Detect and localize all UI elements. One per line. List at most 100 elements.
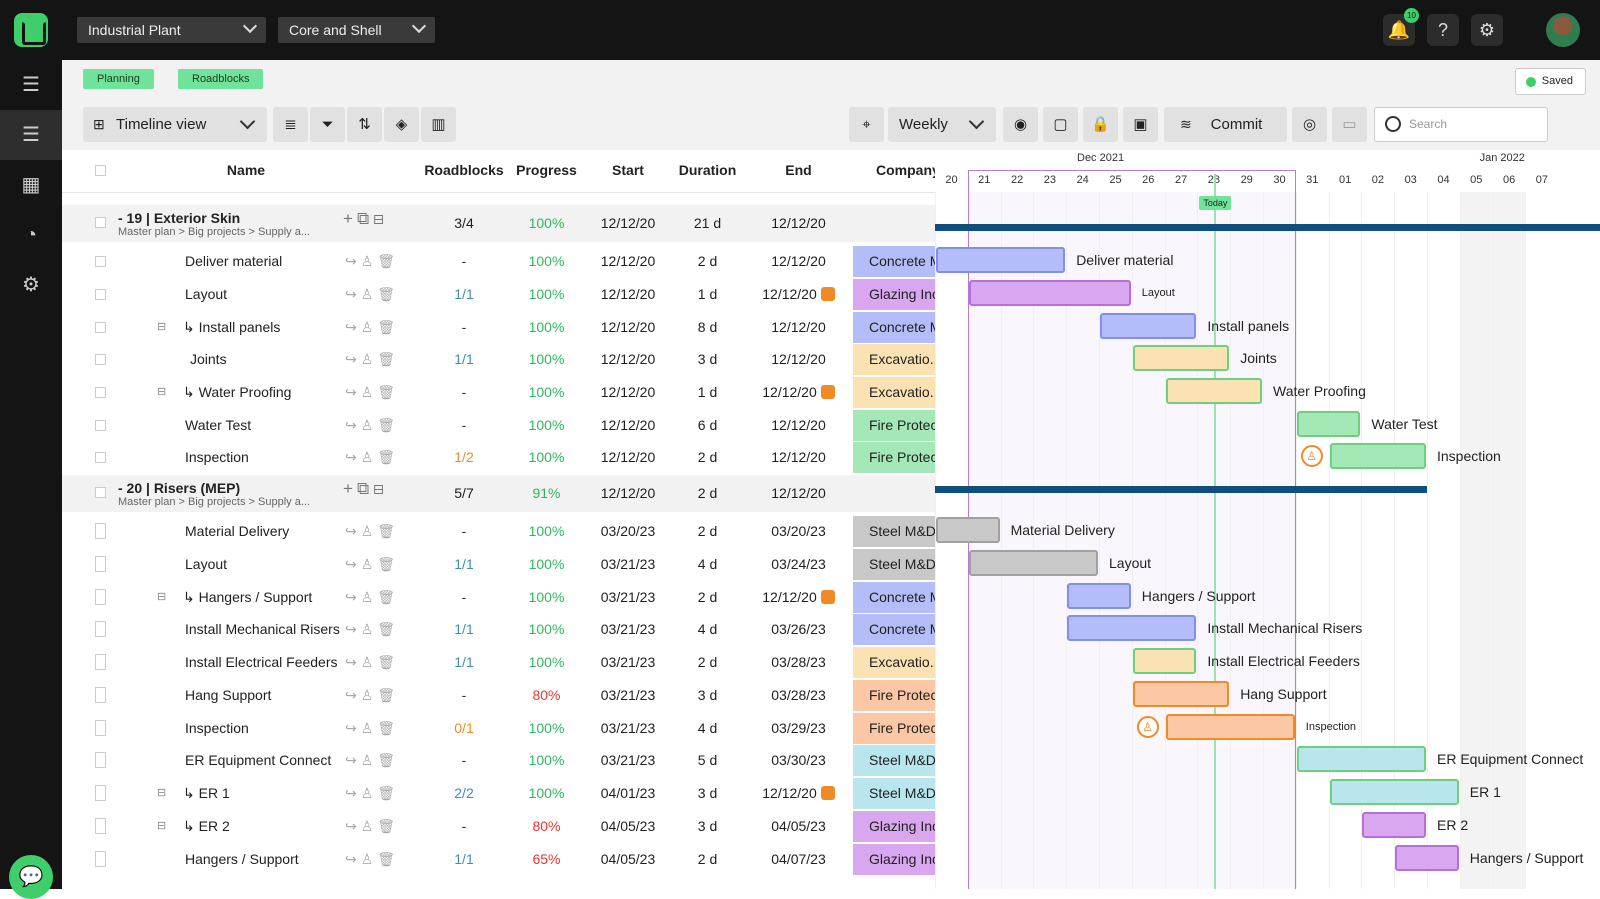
- start-date[interactable]: 03/21/23: [600, 720, 656, 736]
- task-bar[interactable]: [1362, 812, 1426, 838]
- end-date[interactable]: 03/28/23: [744, 646, 853, 679]
- company-cell[interactable]: Excavatio...: [853, 377, 935, 408]
- row-checkbox[interactable]: [95, 354, 106, 365]
- dependency-icon[interactable]: ↪: [345, 556, 361, 572]
- end-date[interactable]: 12/12/20: [744, 311, 853, 344]
- table-row[interactable]: ⊟ ↳ ER 2 ↪♙🗑 - 80% 04/05/23 3 d 04/05/23 Glazing…: [62, 810, 935, 843]
- trash-icon[interactable]: 🗑: [377, 556, 400, 572]
- person-icon[interactable]: ♙: [360, 523, 378, 539]
- roadblock-marker-icon[interactable]: ♙: [1136, 716, 1159, 738]
- end-date[interactable]: 12/12/20: [744, 409, 853, 442]
- task-name[interactable]: ER Equipment Connect: [185, 752, 332, 768]
- dependency-icon[interactable]: ↪: [345, 319, 361, 335]
- filter-icon[interactable]: ⏷: [310, 107, 345, 142]
- palette-icon[interactable]: ◉: [1003, 107, 1038, 142]
- duration-value[interactable]: 5 d: [697, 752, 718, 768]
- roadblocks-value[interactable]: 1/1: [454, 351, 474, 367]
- calendar-icon[interactable]: ⊟: [373, 479, 388, 498]
- group-row[interactable]: - 19 | Exterior Skin Master plan > Big pr…: [62, 205, 935, 242]
- start-date[interactable]: 03/21/23: [600, 687, 656, 703]
- person-icon[interactable]: ♙: [360, 621, 378, 637]
- end-date[interactable]: 12/12/20: [744, 581, 853, 614]
- start-date[interactable]: 12/12/20: [600, 449, 656, 465]
- dependency-icon[interactable]: ↪: [345, 449, 361, 465]
- row-checkbox[interactable]: [95, 523, 106, 539]
- task-name[interactable]: Hangers / Support: [185, 851, 299, 867]
- start-date[interactable]: 03/21/23: [600, 589, 656, 605]
- person-icon[interactable]: ♙: [360, 286, 378, 302]
- col-roadblocks[interactable]: Roadblocks: [424, 162, 504, 178]
- trash-icon[interactable]: 🗑: [377, 449, 400, 465]
- task-name[interactable]: ↳ Install panels: [183, 319, 281, 335]
- start-date[interactable]: 03/20/23: [600, 523, 656, 539]
- task-name[interactable]: Layout: [185, 286, 228, 302]
- task-name[interactable]: ↳ ER 1: [183, 785, 230, 801]
- dependency-icon[interactable]: ↪: [345, 785, 361, 801]
- task-bar[interactable]: [968, 280, 1131, 306]
- location-pin-icon[interactable]: ⌖: [849, 107, 884, 142]
- duration-value[interactable]: 2 d: [697, 654, 718, 670]
- roadblocks-value[interactable]: 1/1: [454, 556, 474, 572]
- task-name[interactable]: Joints: [190, 351, 227, 367]
- company-cell[interactable]: Concrete M: [853, 582, 935, 613]
- table-row[interactable]: Layout ↪♙🗑 1/1 100% 12/12/20 1 d 12/12/20 Glazi…: [62, 278, 935, 311]
- person-icon[interactable]: ♙: [360, 654, 378, 670]
- trash-icon[interactable]: 🗑: [377, 621, 400, 637]
- lock-icon[interactable]: 🔒: [1083, 107, 1118, 142]
- task-name[interactable]: Install Electrical Feeders: [185, 654, 338, 670]
- end-date[interactable]: 03/26/23: [744, 613, 853, 646]
- roadblocks-value[interactable]: 1/1: [454, 851, 474, 867]
- scope-dropdown[interactable]: Core and Shell: [278, 17, 435, 43]
- start-date[interactable]: 03/21/23: [600, 556, 656, 572]
- dependency-icon[interactable]: ↪: [345, 286, 361, 302]
- end-date[interactable]: 03/28/23: [744, 679, 853, 712]
- company-cell[interactable]: Excavatio...: [853, 647, 935, 678]
- tab-roadblocks[interactable]: Roadblocks: [178, 69, 264, 89]
- table-row[interactable]: Joints ↪♙🗑 1/1 100% 12/12/20 3 d 12/12/20 Excav…: [62, 343, 935, 376]
- dependency-icon[interactable]: ↪: [345, 851, 361, 867]
- roadblocks-value[interactable]: -: [461, 384, 467, 400]
- help-icon[interactable]: ?: [1427, 14, 1459, 46]
- table-row[interactable]: Hangers / Support ↪♙🗑 1/1 65% 04/05/23 2 d 04/…: [62, 843, 935, 876]
- roadblocks-value[interactable]: 1/1: [454, 654, 474, 670]
- expand-icon[interactable]: ⊟: [157, 386, 167, 398]
- end-date[interactable]: 12/12/20: [744, 245, 853, 278]
- start-date[interactable]: 12/12/20: [600, 417, 656, 433]
- list-icon[interactable]: ☰: [22, 74, 40, 96]
- duration-value[interactable]: 4 d: [697, 556, 718, 572]
- select-all-checkbox[interactable]: [95, 165, 106, 176]
- end-date[interactable]: 12/12/20: [744, 441, 853, 474]
- table-icon[interactable]: ▦: [21, 174, 41, 196]
- start-date[interactable]: 12/12/20: [600, 319, 656, 335]
- table-row[interactable]: Material Delivery ↪♙🗑 - 100% 03/20/23 2 d 03/2…: [62, 515, 935, 548]
- person-icon[interactable]: ♙: [360, 818, 378, 834]
- roadblocks-value[interactable]: -: [461, 589, 467, 605]
- row-checkbox[interactable]: [95, 851, 106, 867]
- end-date[interactable]: 03/30/23: [744, 744, 853, 777]
- person-icon[interactable]: ♙: [360, 589, 378, 605]
- duration-value[interactable]: 3 d: [697, 818, 718, 834]
- company-cell[interactable]: Glazing Inc: [853, 844, 935, 875]
- eye-icon[interactable]: ◎: [1292, 107, 1327, 142]
- task-bar[interactable]: [1067, 615, 1197, 641]
- table-row[interactable]: Hang Support ↪♙🗑 - 80% 03/21/23 3 d 03/28/23 Fi…: [62, 679, 935, 712]
- duration-value[interactable]: 2 d: [697, 253, 718, 269]
- task-bar[interactable]: [1329, 443, 1426, 469]
- row-checkbox[interactable]: [95, 289, 106, 300]
- trash-icon[interactable]: 🗑: [377, 384, 400, 400]
- row-checkbox[interactable]: [95, 452, 106, 463]
- duration-value[interactable]: 2 d: [697, 523, 718, 539]
- trash-icon[interactable]: 🗑: [377, 351, 400, 367]
- company-cell[interactable]: Steel M&D: [853, 549, 935, 580]
- task-name[interactable]: ↳ ER 2: [183, 818, 230, 834]
- duration-value[interactable]: 3 d: [697, 351, 718, 367]
- col-progress[interactable]: Progress: [516, 162, 577, 178]
- dependency-icon[interactable]: ↪: [345, 384, 361, 400]
- task-bar[interactable]: [1165, 378, 1262, 404]
- start-date[interactable]: 03/21/23: [600, 621, 656, 637]
- person-icon[interactable]: ♙: [360, 384, 378, 400]
- table-row[interactable]: Install Electrical Feeders ↪♙🗑 1/1 100% 03/2…: [62, 646, 935, 679]
- expand-icon[interactable]: ⊟: [157, 591, 167, 603]
- dependency-icon[interactable]: ↪: [345, 253, 361, 269]
- row-checkbox[interactable]: [95, 621, 106, 637]
